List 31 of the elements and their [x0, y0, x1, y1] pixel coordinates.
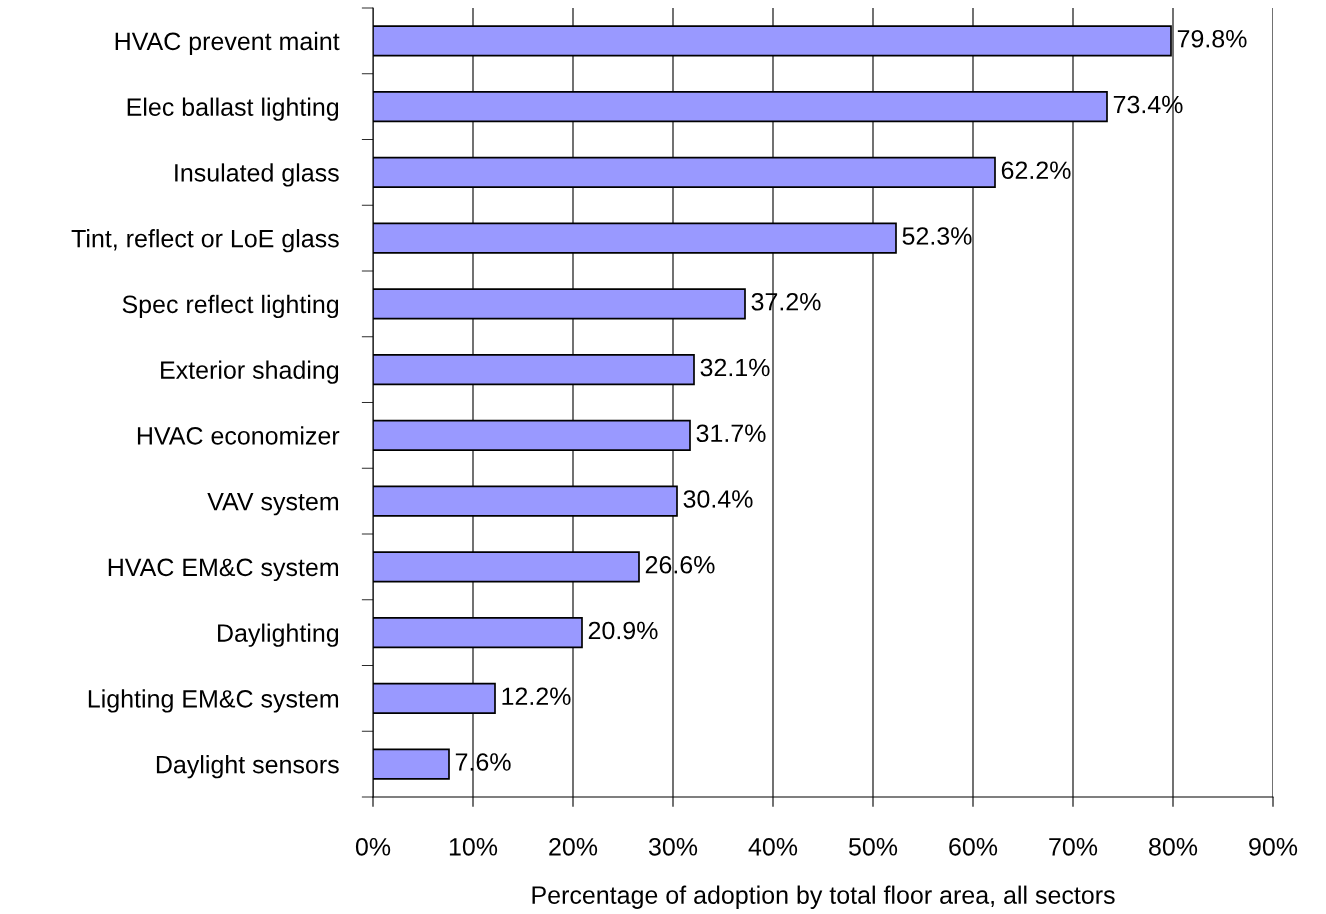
x-tick-label: 30%	[648, 837, 698, 856]
data-label: 30.4%	[683, 490, 753, 508]
x-tick-label: 90%	[1249, 837, 1298, 856]
y-tick-label: Spec reflect lighting	[122, 294, 339, 319]
y-tick-label: HVAC prevent maint	[115, 31, 340, 56]
y-tick-label: HVAC EM&C system	[108, 558, 339, 582]
y-tick-label: VAV system	[207, 492, 339, 516]
data-label: 31.7%	[696, 424, 766, 443]
data-label: 12.2%	[502, 687, 571, 705]
x-axis-title: Percentage of adoption by total floor area, all sectors	[532, 885, 1115, 909]
data-label: 20.9%	[588, 621, 658, 640]
y-tick-label: HVAC economizer	[137, 426, 340, 445]
y-tick-label: Daylight sensors	[156, 755, 339, 779]
data-label: 62.2%	[1001, 161, 1071, 180]
data-label: 32.1%	[700, 358, 770, 377]
x-tick-label: 0%	[355, 837, 391, 856]
x-tick-label: 50%	[848, 837, 898, 856]
y-tick-label: Daylighting	[218, 623, 339, 647]
x-tick-label: 10%	[449, 837, 498, 856]
x-tick-label: 80%	[1149, 837, 1198, 856]
x-tick-label: 40%	[748, 837, 798, 856]
x-tick-label: 60%	[949, 837, 998, 856]
y-tick-label: Elec ballast lighting	[127, 97, 339, 121]
y-tick-label: Tint, reflect or LoE glass	[71, 229, 339, 253]
x-tick-label: 20%	[549, 837, 598, 856]
x-tick-label: 70%	[1049, 837, 1098, 856]
y-tick-label: Exterior shading	[161, 360, 339, 384]
y-tick-label: Lighting EM&C system	[88, 689, 339, 713]
y-tick-label: Insulated glass	[175, 163, 339, 187]
data-label: 52.3%	[902, 227, 972, 245]
data-label: 79.8%	[1177, 29, 1247, 48]
